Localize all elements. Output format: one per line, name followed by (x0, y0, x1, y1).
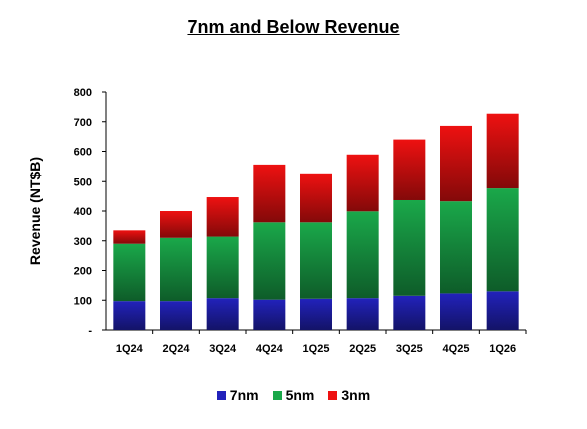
bar-7nm-2Q24 (160, 301, 192, 330)
bar-3nm-1Q24 (113, 230, 146, 244)
bar-3nm-4Q25 (440, 125, 472, 202)
legend-swatch (272, 390, 282, 400)
chart-title: 7nm and Below Revenue (187, 17, 400, 37)
x-tick-label: 1Q25 (303, 343, 330, 355)
y-tick-label: 200 (74, 266, 92, 278)
y-tick-label: 500 (74, 176, 92, 188)
y-tick-label: 700 (74, 117, 92, 129)
bar-5nm-4Q25 (440, 201, 472, 294)
bar-7nm-1Q26 (486, 291, 519, 330)
legend-item-3nm: 3nm (328, 387, 370, 403)
x-tick-label: 1Q24 (116, 343, 144, 355)
bar-3nm-2Q25 (346, 154, 379, 212)
x-tick-label: 2Q24 (163, 343, 191, 355)
legend-item-5nm: 5nm (272, 387, 315, 403)
legend-swatch (216, 390, 226, 400)
bar-3nm-4Q24 (253, 164, 286, 223)
bar-5nm-2Q25 (346, 211, 379, 299)
bar-7nm-2Q25 (346, 298, 379, 330)
y-tick-label: 300 (74, 236, 92, 248)
bar-5nm-3Q25 (393, 199, 426, 296)
chart-legend: 7nm 5nm 3nm (0, 387, 587, 403)
bar-7nm-1Q24 (113, 301, 146, 330)
legend-label: 3nm (341, 387, 371, 403)
bar-5nm-2Q24 (160, 237, 192, 302)
y-tick-label: 400 (74, 206, 92, 218)
bar-7nm-4Q25 (440, 293, 472, 330)
bar-7nm-1Q25 (300, 298, 332, 330)
bar-5nm-4Q24 (253, 222, 286, 300)
x-tick-label: 2Q25 (349, 343, 376, 355)
bar-3nm-3Q25 (393, 139, 426, 200)
bar-3nm-1Q26 (486, 113, 519, 189)
bar-5nm-1Q24 (113, 243, 146, 302)
bar-3nm-3Q24 (206, 197, 239, 237)
legend-label: 5nm (285, 387, 315, 403)
y-tick-label: 100 (74, 295, 92, 307)
x-tick-label: 1Q26 (489, 343, 516, 355)
x-tick-label: 3Q25 (396, 343, 423, 355)
bar-7nm-3Q25 (393, 295, 426, 330)
bar-3nm-2Q24 (160, 211, 192, 238)
bar-7nm-4Q24 (253, 299, 286, 330)
x-tick-label: 3Q24 (209, 343, 237, 355)
bar-7nm-3Q24 (206, 298, 239, 330)
legend-item-7nm: 7nm (216, 387, 259, 403)
y-tick-label: 800 (74, 87, 92, 99)
legend-swatch (328, 390, 338, 400)
bar-5nm-3Q24 (206, 236, 239, 299)
bar-3nm-1Q25 (300, 173, 332, 223)
x-tick-label: 4Q24 (256, 343, 284, 355)
bar-5nm-1Q25 (300, 222, 332, 299)
x-tick-label: 4Q25 (443, 343, 470, 355)
y-tick-label: - (88, 325, 92, 337)
bar-5nm-1Q26 (486, 188, 519, 292)
y-tick-label: 600 (74, 147, 92, 159)
legend-label: 7nm (229, 387, 259, 403)
